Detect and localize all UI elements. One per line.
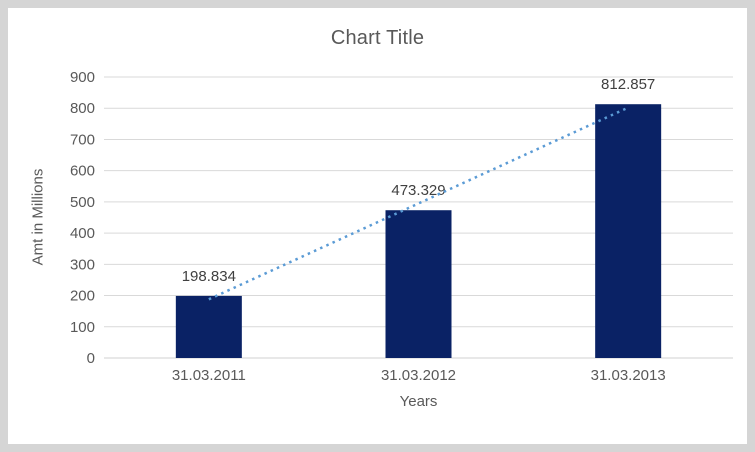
data-label: 198.834 [182,268,236,285]
chart-canvas[interactable]: Chart Title 0 100 200 300 400 500 600 700 800 900… [8,8,747,444]
trendline[interactable] [208,106,629,301]
y-tick-label: 0 [87,350,95,367]
y-tick-label: 800 [70,100,95,117]
bar-31.03.2011[interactable] [175,295,242,358]
bar-31.03.2012[interactable] [385,210,452,358]
y-tick-label: 600 [70,163,95,180]
y-tick-label: 200 [70,288,95,305]
plot-area: 0 100 200 300 400 500 600 700 800 900 198.834 31.03… [70,69,733,384]
data-label: 812.857 [601,76,655,93]
y-tick-label: 700 [70,131,95,148]
y-tick-label: 500 [70,194,95,211]
chart-title: Chart Title [330,27,425,49]
y-tick-label: 400 [70,225,95,242]
y-tick-label: 900 [70,69,95,86]
bar-31.03.2013[interactable] [595,104,662,358]
x-axis-title: Years [399,393,438,410]
x-tick-label: 31.03.2013 [591,367,666,384]
y-tick-label: 300 [70,256,95,273]
y-tick-label: 100 [70,319,95,336]
y-axis-title: Amt in Millions [29,168,47,266]
x-tick-label: 31.03.2011 [172,367,246,384]
data-label: 473.329 [391,182,445,199]
x-tick-label: 31.03.2012 [381,367,456,384]
